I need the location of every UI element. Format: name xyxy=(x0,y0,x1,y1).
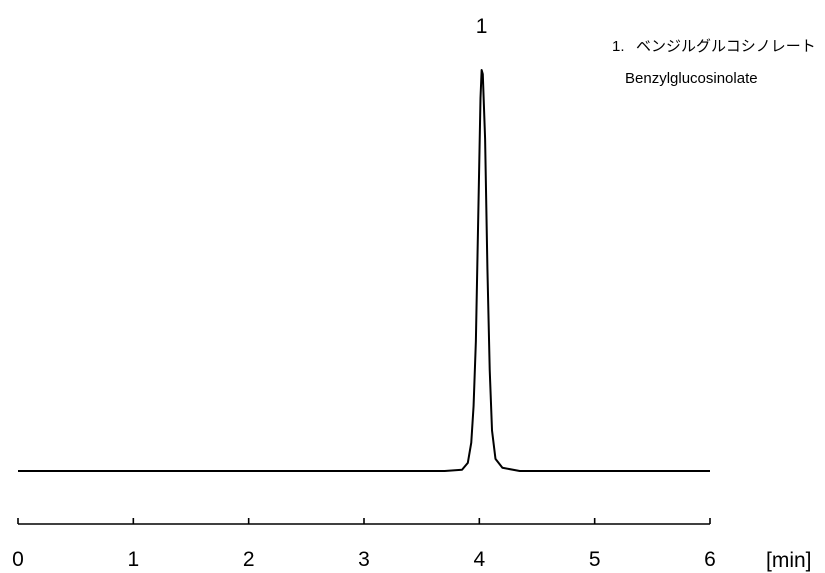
trace-layer xyxy=(18,69,710,472)
peak-labels: 1 xyxy=(476,15,488,38)
x-tick-label-5: 5 xyxy=(589,548,601,571)
x-axis: 0 1 2 3 4 5 6 xyxy=(12,518,716,571)
legend-entry-number: 1. xyxy=(612,38,625,55)
x-tick-label-6: 6 xyxy=(704,548,716,571)
x-tick-label-1: 1 xyxy=(127,548,139,571)
x-axis-unit-label: [min] xyxy=(766,549,812,572)
x-tick-label-2: 2 xyxy=(243,548,255,571)
legend-entry-name-ja: ベンジルグルコシノレート xyxy=(636,38,816,55)
x-tick-label-3: 3 xyxy=(358,548,370,571)
peak-label-1: 1 xyxy=(476,15,488,38)
legend: 1. ベンジルグルコシノレート Benzylglucosinolate xyxy=(612,38,816,87)
x-tick-label-0: 0 xyxy=(12,548,24,571)
legend-entry-name-en: Benzylglucosinolate xyxy=(625,70,758,87)
chromatogram-trace-0 xyxy=(18,69,710,472)
x-tick-label-4: 4 xyxy=(473,548,485,571)
